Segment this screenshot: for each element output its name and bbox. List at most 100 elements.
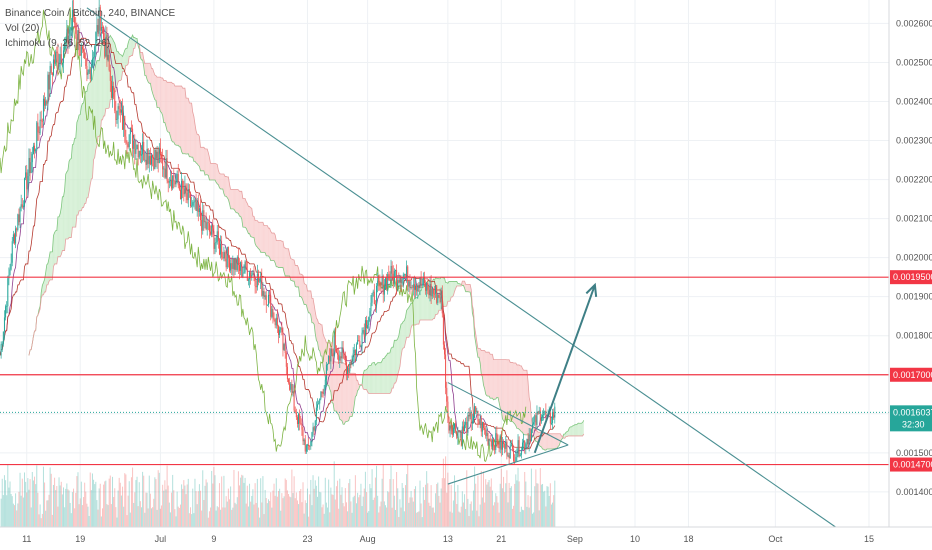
cloud-segment — [295, 265, 297, 287]
trendline[interactable] — [447, 444, 569, 485]
candle-body — [288, 379, 290, 383]
cloud-segment — [348, 371, 350, 421]
price-axis[interactable]: 0.00140000.00150000.00160000.00170000.00… — [888, 0, 932, 550]
time-axis[interactable]: 11 19 Jul 9 23 Aug 13 21 Sep 10 18 Oct 15 — [0, 526, 932, 544]
volume-bar — [543, 491, 545, 527]
candle-body — [265, 295, 267, 306]
candle-body — [441, 290, 443, 314]
cloud-segment — [514, 362, 516, 426]
volume-bar — [271, 507, 273, 527]
volume-bar — [128, 481, 130, 527]
volume-bar — [206, 482, 208, 527]
candle-body — [497, 440, 499, 448]
volume-bar — [402, 487, 404, 527]
candle-body — [480, 418, 482, 432]
cloud-segment — [447, 281, 449, 302]
volume-bar — [292, 493, 294, 527]
volume-bar — [383, 501, 385, 527]
volume-bar — [87, 506, 89, 527]
cloud-segment — [549, 433, 551, 449]
candle-body — [290, 384, 292, 390]
cloud-segment — [125, 48, 127, 66]
legend-symbol-line[interactable]: Binance Coin / Bitcoin, 240, BINANCE — [5, 8, 176, 19]
candle-body — [29, 157, 31, 174]
candle-body — [66, 29, 68, 41]
candle-body — [83, 49, 85, 52]
candle-body — [273, 317, 275, 320]
candle-body — [63, 50, 64, 63]
cloud-segment — [167, 82, 169, 133]
volume-bar — [451, 512, 453, 527]
cloud-segment — [83, 95, 85, 208]
cloud-segment — [200, 147, 202, 171]
cloud-segment — [347, 371, 349, 422]
forecast-arrow-shaft[interactable] — [533, 284, 596, 454]
candle-body — [153, 157, 155, 170]
volume-bar — [485, 479, 487, 527]
cloud-segment — [553, 433, 555, 449]
volume-bar — [471, 510, 473, 527]
volume-bar — [545, 506, 547, 527]
candle-body — [373, 291, 375, 305]
cloud-segment — [577, 423, 579, 436]
volume-bar — [185, 494, 187, 527]
volume-bar — [122, 486, 124, 527]
cloud-segment — [555, 433, 558, 449]
candle-body — [139, 150, 141, 156]
volume-bar — [513, 505, 515, 527]
volume-bar — [501, 488, 503, 527]
horizontal-levels[interactable] — [0, 276, 889, 466]
candle-body — [232, 258, 234, 269]
cloud-segment — [579, 423, 581, 436]
volume-bar — [172, 474, 174, 527]
candle-body — [527, 438, 529, 445]
candle-body — [236, 256, 238, 270]
candle-body — [59, 54, 61, 63]
candle-body — [162, 158, 164, 170]
candle-body — [482, 422, 484, 429]
volume-bar — [361, 506, 363, 527]
cloud-segment — [469, 284, 471, 293]
volume-bar — [290, 497, 292, 527]
candle-body — [334, 335, 336, 349]
cloud-segment — [230, 189, 232, 209]
candle-body — [364, 320, 366, 337]
cloud-segment — [265, 225, 267, 256]
cloud-segment — [296, 265, 298, 287]
candle-body — [274, 319, 276, 326]
cloud-segment — [569, 426, 571, 436]
volume-bar — [56, 486, 58, 527]
legend-volume[interactable]: Vol (20) — [5, 23, 40, 34]
volume-bar — [83, 497, 85, 527]
candle-body — [190, 192, 191, 207]
trendline-drawings[interactable] — [86, 7, 836, 528]
candle-body — [74, 17, 76, 23]
volume-bar — [6, 495, 8, 527]
candle-body — [123, 115, 125, 130]
legend-ichimoku[interactable]: Ichimoku (9, 26, 52, 26) — [5, 38, 111, 49]
candle-body — [386, 277, 388, 289]
volume-bar — [516, 480, 518, 527]
cloud-segment — [398, 328, 400, 371]
cloud-segment — [582, 420, 584, 436]
cloud-segment — [376, 362, 378, 394]
volume-bar — [259, 517, 261, 527]
cloud-segment — [463, 281, 465, 289]
trendline[interactable] — [447, 382, 569, 446]
cloud-segment — [157, 77, 159, 108]
volume-bar — [498, 512, 500, 527]
trendline[interactable] — [86, 7, 836, 528]
candle-body — [169, 179, 171, 182]
volume-bar — [337, 480, 339, 527]
cloud-segment — [184, 88, 187, 155]
volume-bar — [50, 473, 52, 527]
cloud-segment — [294, 260, 296, 287]
cloud-segment — [369, 365, 371, 394]
candle-body — [495, 433, 497, 451]
volume-bar — [112, 476, 114, 527]
volume-bar — [246, 485, 248, 527]
cloud-segment — [255, 220, 257, 247]
volume-bar — [296, 500, 298, 527]
